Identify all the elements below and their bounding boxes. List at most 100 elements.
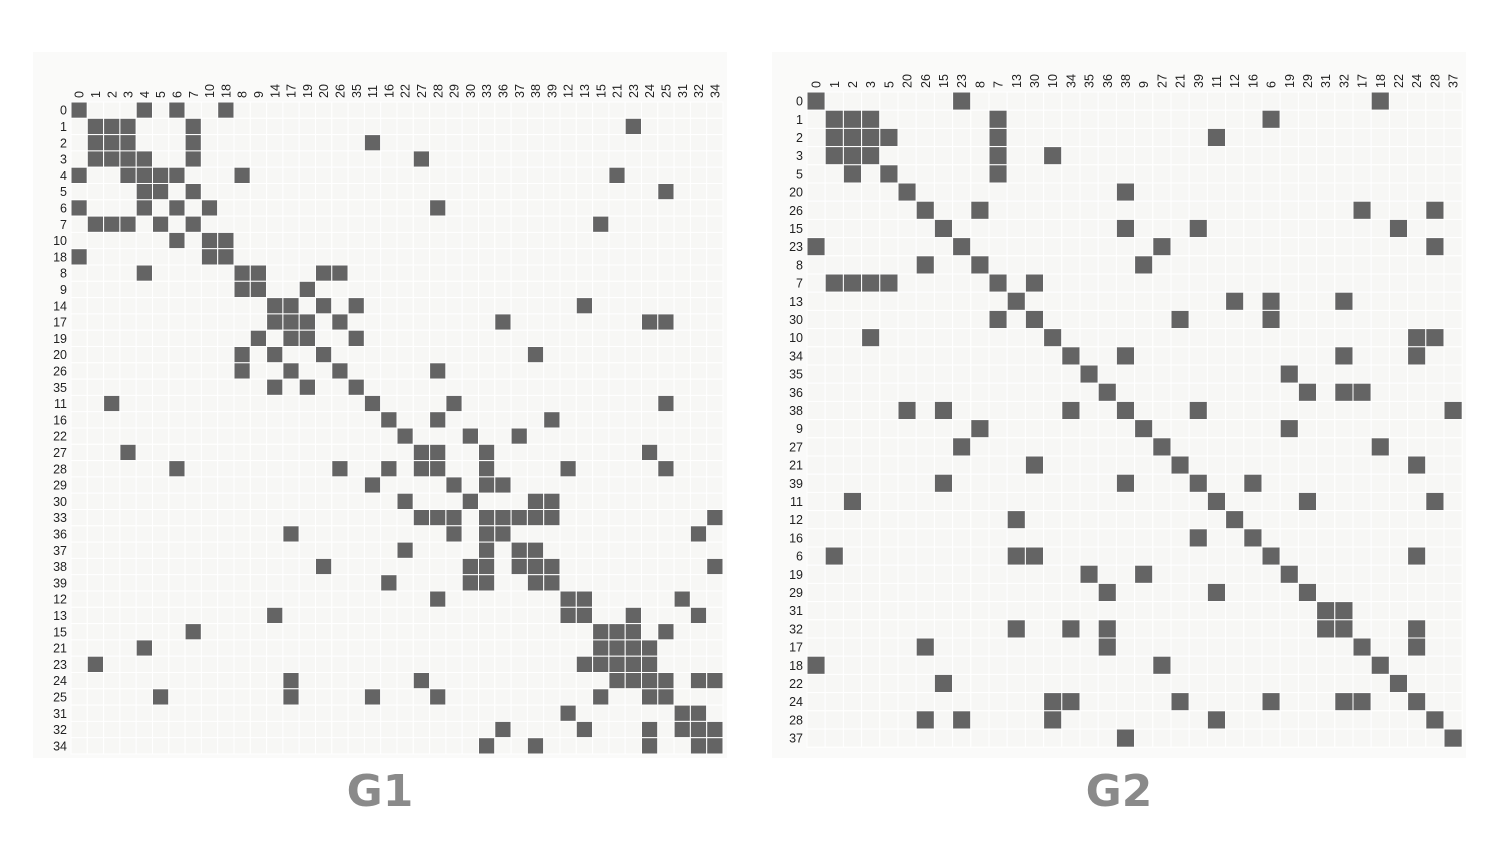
g1-cell-empty	[673, 394, 691, 413]
g1-cell-empty	[689, 623, 708, 641]
g2-cell-empty	[952, 637, 972, 657]
g2-cell-empty	[824, 400, 844, 421]
g2-cell-empty	[1206, 382, 1227, 402]
g2-cell-empty	[879, 637, 899, 657]
g1-cell-empty	[184, 525, 202, 543]
g2-cell-empty	[1425, 400, 1445, 421]
g2-cell-empty	[1352, 146, 1372, 166]
g1-cell-empty	[200, 411, 219, 429]
g1-cell-filled	[559, 460, 577, 478]
g2-cell-empty	[1170, 601, 1190, 621]
g1-col-label: 33	[480, 84, 494, 98]
g1-cell-empty	[266, 150, 284, 168]
g2-cell-empty	[1079, 291, 1099, 311]
g1-cell-empty	[380, 313, 398, 331]
g2-cell-empty	[1079, 473, 1099, 493]
g1-cell-empty	[478, 248, 496, 266]
g2-cell-empty	[1079, 400, 1099, 421]
g1-cell-empty	[70, 639, 88, 657]
g2-cell-empty	[1115, 455, 1136, 475]
g1-cell-empty	[152, 329, 170, 348]
g1-cell-empty	[168, 297, 186, 315]
g1-cell-empty	[266, 655, 284, 674]
g2-cell-empty	[1388, 364, 1409, 384]
g1-cell-filled	[494, 476, 512, 494]
g1-cell-empty	[103, 476, 121, 494]
g2-cell-empty	[1079, 510, 1099, 530]
g1-cell-empty	[184, 313, 202, 331]
g1-cell-empty	[510, 248, 528, 266]
g2-cell-empty	[1388, 346, 1409, 366]
g2-cell-empty	[1407, 200, 1427, 220]
g2-cell-empty	[879, 655, 899, 675]
g2-cell-empty	[1061, 255, 1081, 275]
g1-cell-empty	[380, 280, 398, 299]
g2-cell-filled	[1024, 309, 1045, 330]
g1-cell-empty	[282, 231, 300, 250]
g1-cell-filled	[575, 590, 594, 608]
g2-cell-empty	[1097, 364, 1117, 384]
g2-cell-empty	[1170, 637, 1190, 657]
g2-cell-empty	[1225, 91, 1245, 111]
g2-cell-empty	[1152, 91, 1172, 111]
g1-cell-empty	[70, 704, 88, 722]
g2-cell-empty	[1134, 382, 1154, 402]
g1-cell-empty	[526, 655, 545, 674]
g1-cell-filled	[689, 704, 708, 722]
g1-row-label: 34	[53, 739, 67, 753]
g1-cell-empty	[510, 150, 528, 168]
g1-cell-empty	[70, 720, 88, 739]
g1-cell-empty	[608, 313, 626, 331]
g2-cell-empty	[915, 419, 935, 439]
g1-cell-empty	[380, 362, 398, 380]
g2-cell-empty	[1443, 619, 1463, 639]
g1-cell-filled	[445, 476, 463, 494]
g1-cell-empty	[282, 541, 300, 559]
g1-cell-empty	[494, 101, 512, 119]
g2-cell-empty	[1134, 291, 1154, 311]
g1-cell-empty	[217, 183, 235, 201]
g2-cell-empty	[1206, 400, 1227, 421]
g1-cell-empty	[135, 606, 153, 625]
g1-cell-empty	[543, 378, 561, 396]
g2-cell-empty	[1388, 109, 1409, 129]
g1-cell-empty	[217, 492, 235, 511]
g1-cell-empty	[706, 411, 724, 429]
g2-cell-empty	[897, 200, 917, 220]
g1-cell-filled	[478, 525, 496, 543]
g2-cell-empty	[1407, 255, 1427, 275]
g1-cell-empty	[412, 101, 431, 119]
g2-cell-empty	[1006, 255, 1026, 275]
g1-cell-empty	[135, 117, 153, 136]
g1-cell-filled	[689, 672, 708, 690]
g1-col-label: 3	[122, 91, 136, 98]
g2-cell-empty	[1061, 164, 1081, 184]
g2-cell-filled	[970, 200, 990, 220]
g1-cell-empty	[249, 231, 268, 250]
g1-cell-empty	[412, 411, 431, 429]
g2-cell-empty	[1443, 328, 1463, 348]
g1-col-label: 22	[399, 84, 413, 98]
g1-cell-empty	[657, 606, 675, 625]
g2-cell-empty	[1279, 692, 1299, 712]
g2-cell-empty	[1134, 655, 1154, 675]
g1-cell-empty	[689, 248, 708, 266]
g2-cell-empty	[915, 328, 935, 348]
g1-cell-empty	[624, 737, 643, 755]
g2-cell-empty	[1243, 237, 1263, 257]
g2-cell-empty	[1243, 582, 1263, 603]
g1-row-label: 18	[53, 250, 67, 264]
g1-cell-empty	[168, 134, 186, 152]
g1-cell-empty	[396, 557, 414, 576]
g1-cell-empty	[217, 134, 235, 152]
g2-cell-empty	[1425, 528, 1445, 548]
g1-cell-empty	[461, 280, 480, 299]
g2-cell-empty	[1407, 309, 1427, 330]
g2-cell-empty	[1006, 601, 1026, 621]
g1-cell-empty	[380, 394, 398, 413]
g1-cell-filled	[445, 525, 463, 543]
g1-cell-empty	[266, 411, 284, 429]
g1-cell-empty	[641, 346, 659, 364]
g1-cell-empty	[543, 101, 561, 119]
g2-cell-empty	[1152, 382, 1172, 402]
